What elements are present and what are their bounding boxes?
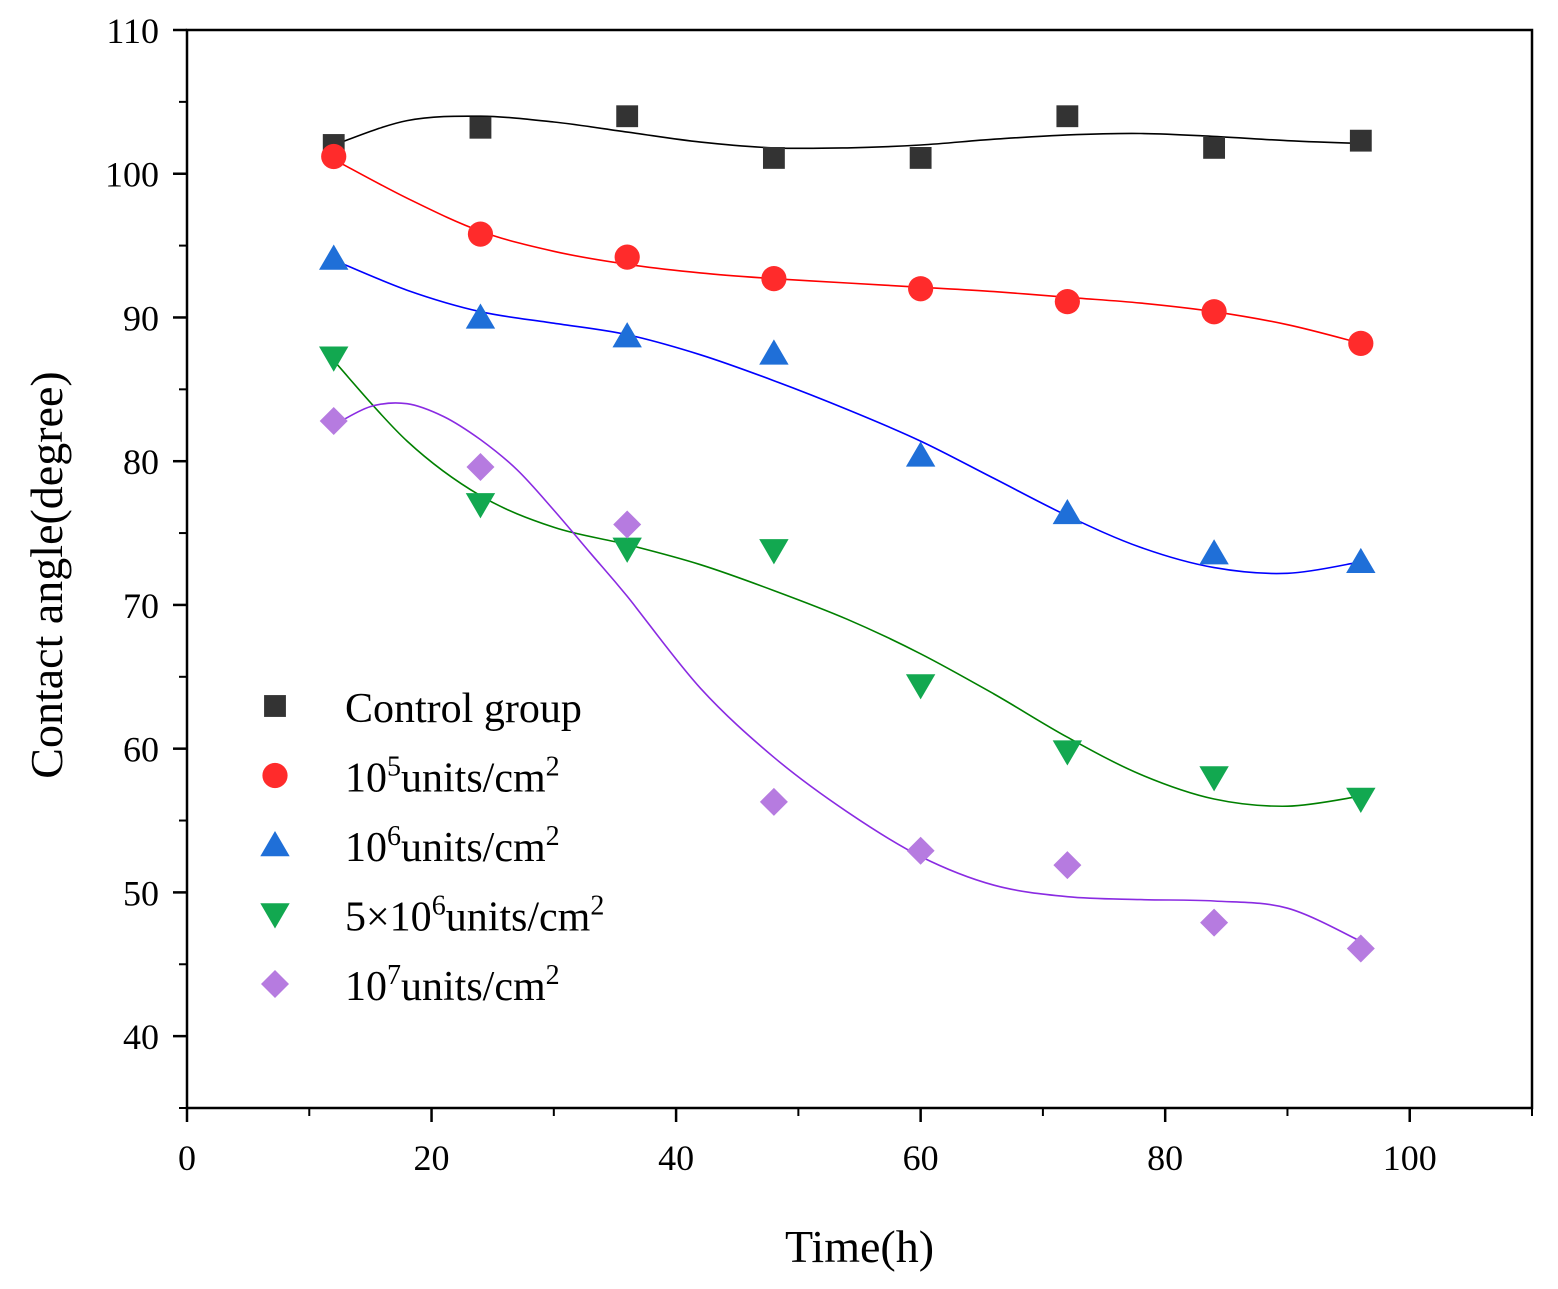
data-point xyxy=(1349,129,1372,152)
data-point xyxy=(466,452,495,481)
data-point xyxy=(1052,740,1083,766)
fit-curve xyxy=(333,402,1362,943)
data-point xyxy=(1199,766,1229,792)
y-tick-label: 90 xyxy=(123,298,159,338)
fit-curve xyxy=(333,115,1361,150)
data-point xyxy=(762,147,785,169)
x-tick-label: 100 xyxy=(1383,1138,1437,1178)
data-point xyxy=(465,493,496,519)
legend-label: 5×106units/cm2 xyxy=(345,891,604,941)
legend: Control group 105units/cm2 106units/cm2 5×1… xyxy=(260,686,604,1010)
data-point xyxy=(321,143,347,170)
plot-frame xyxy=(185,28,1534,1110)
data-point xyxy=(465,303,496,329)
axis-ticks: 0 20 40 60 80 100 40 50 60 70 80 90 100 110 xyxy=(105,11,1533,1178)
data-point xyxy=(1346,547,1376,574)
data-point xyxy=(908,276,934,302)
y-tick-label: 110 xyxy=(106,11,159,51)
y-tick-label: 50 xyxy=(123,873,159,913)
legend-label: 105units/cm2 xyxy=(345,752,560,802)
x-tick-label: 60 xyxy=(903,1138,939,1178)
data-point xyxy=(469,116,492,139)
y-tick-label: 40 xyxy=(123,1017,159,1057)
x-tick-label: 20 xyxy=(414,1138,450,1178)
legend-label: Control group xyxy=(345,686,582,732)
data-point xyxy=(761,266,787,292)
x-tick-label: 0 xyxy=(178,1138,196,1178)
data-point xyxy=(1346,934,1375,963)
data-point xyxy=(1203,136,1226,159)
data-point xyxy=(319,346,349,372)
data-point xyxy=(1052,498,1083,525)
fit-curve xyxy=(333,259,1361,575)
data-point xyxy=(1201,299,1227,325)
x-axis-title: Time(h) xyxy=(785,1221,934,1272)
y-tick-label: 70 xyxy=(123,586,159,626)
series-triangle-up xyxy=(319,244,1376,574)
data-point xyxy=(906,836,935,865)
data-points xyxy=(319,105,1376,963)
y-tick-label: 100 xyxy=(105,155,159,195)
y-axis-title: Contact angle(degree) xyxy=(21,371,72,778)
data-point xyxy=(1056,105,1079,128)
data-point xyxy=(1199,539,1229,565)
legend-marker xyxy=(262,762,288,789)
y-tick-label: 60 xyxy=(123,730,159,770)
data-point xyxy=(759,339,789,365)
legend-marker xyxy=(260,903,290,929)
data-point xyxy=(613,510,642,539)
fit-curve xyxy=(333,158,1361,345)
data-point xyxy=(905,441,936,467)
series-square xyxy=(322,105,1372,169)
data-point xyxy=(759,539,789,565)
data-point xyxy=(1054,289,1080,315)
y-tick-label: 80 xyxy=(123,442,159,482)
data-point xyxy=(612,537,642,563)
data-point xyxy=(905,674,936,700)
data-point xyxy=(1200,908,1229,937)
plot-area-border xyxy=(185,28,1534,1110)
data-point xyxy=(612,322,642,348)
legend-marker xyxy=(264,695,286,717)
data-point xyxy=(909,147,932,169)
x-tick-label: 80 xyxy=(1147,1138,1183,1178)
data-point xyxy=(467,221,494,247)
data-point xyxy=(1053,851,1082,880)
data-point xyxy=(319,406,348,435)
fit-curve xyxy=(333,360,1361,808)
legend-label: 106units/cm2 xyxy=(345,821,560,871)
legend-marker xyxy=(261,970,289,998)
data-point xyxy=(1348,330,1374,356)
legend-label: 107units/cm2 xyxy=(345,960,560,1010)
series-circle xyxy=(321,143,1374,356)
data-point xyxy=(614,244,640,270)
x-tick-label: 40 xyxy=(658,1138,694,1178)
data-point xyxy=(616,105,639,128)
legend-marker xyxy=(260,831,290,857)
data-point xyxy=(759,787,788,816)
series-diamond xyxy=(319,406,1375,963)
data-point xyxy=(319,244,349,270)
series-triangle-down xyxy=(319,346,1376,813)
data-point xyxy=(1346,787,1376,813)
